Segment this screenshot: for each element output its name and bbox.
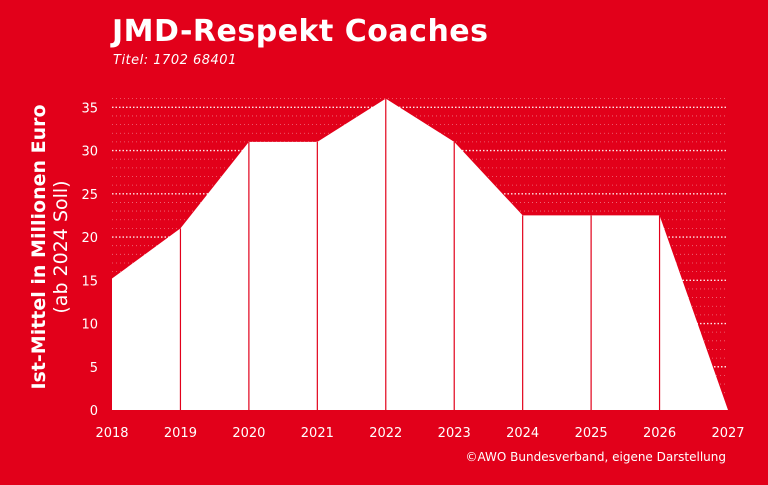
y-tick-label: 20 [81,231,98,246]
x-tick-label: 2019 [164,426,197,441]
x-tick-label: 2024 [506,426,539,441]
chart-title: JMD-Respekt Coaches [112,14,489,49]
x-tick-label: 2027 [711,426,744,441]
x-tick-label: 2018 [95,426,128,441]
x-tick-label: 2025 [575,426,608,441]
chart-subtitle: Titel: 1702 68401 [113,53,237,68]
y-tick-label: 30 [81,145,98,160]
source-note: ©AWO Bundesverband, eigene Darstellung [465,450,727,464]
y-tick-label: 35 [81,101,98,116]
y-axis-ticks: 0 5 10 15 20 25 30 35 [81,101,98,419]
x-axis-ticks: 2018 2019 2020 2021 2022 2023 2024 2025 2026 2027 [95,426,744,441]
y-tick-label: 0 [90,404,98,419]
x-tick-label: 2023 [438,426,471,441]
x-tick-label: 2021 [301,426,334,441]
area-series [111,98,729,411]
x-tick-label: 2026 [643,426,676,441]
x-tick-label: 2022 [369,426,402,441]
x-tick-label: 2020 [232,426,265,441]
y-tick-label: 15 [81,274,98,289]
area-fill [112,98,728,410]
y-tick-label: 5 [90,361,98,376]
y-tick-label: 25 [81,188,98,203]
y-tick-label: 10 [81,318,98,333]
